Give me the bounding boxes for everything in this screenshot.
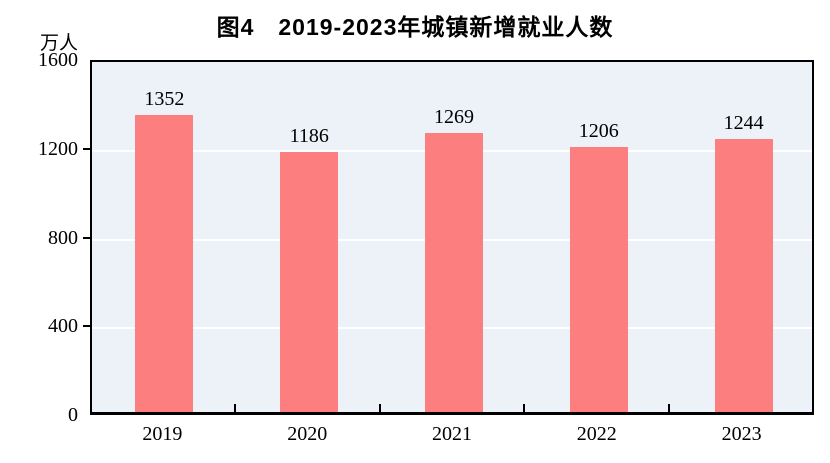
bar-slot: 1269: [382, 62, 527, 412]
x-axis-tick-label: 2021: [431, 423, 472, 445]
bar-value-label: 1269: [433, 106, 474, 129]
bar: [280, 151, 339, 412]
bar-value-label: 1206: [578, 120, 619, 143]
y-axis-tick-label: 800: [48, 226, 78, 249]
x-axis-tick: [378, 404, 381, 412]
y-axis-tick-label: 1200: [38, 137, 78, 160]
y-axis-tick-label: 0: [68, 404, 78, 426]
bar: [135, 115, 194, 412]
x-axis-tick-label: 2022: [576, 423, 617, 445]
x-axis-tick: [233, 404, 236, 412]
bar-slot: 1186: [237, 62, 382, 412]
x-axis-tick: [668, 404, 671, 412]
bar-slot: 1352: [92, 62, 237, 412]
plot-area: 1352 1186 1269 1206 1244: [90, 60, 814, 415]
y-axis-tick: [83, 147, 90, 150]
y-axis-tick: [83, 236, 90, 239]
chart-title: 图4 2019-2023年城镇新增就业人数: [216, 14, 614, 40]
x-axis-tick-label: 2020: [287, 423, 328, 445]
x-axis-tick-label: 2019: [142, 423, 183, 445]
bar: [424, 133, 483, 412]
bar-value-label: 1352: [144, 88, 185, 111]
y-axis-unit-label: 万人: [39, 33, 78, 54]
x-axis-tick-label: 2023: [721, 423, 762, 445]
y-axis-tick-label: 1600: [38, 49, 78, 71]
bar-value-label: 1244: [723, 112, 764, 134]
x-axis-tick: [523, 404, 526, 412]
bar: [569, 147, 628, 412]
y-axis-tick-label: 400: [48, 315, 78, 338]
bar-value-label: 1186: [289, 124, 329, 147]
bar: [714, 139, 773, 412]
y-axis-tick: [83, 325, 90, 328]
bar-slot: 1244: [671, 62, 816, 412]
bar-slot: 1206: [526, 62, 671, 412]
